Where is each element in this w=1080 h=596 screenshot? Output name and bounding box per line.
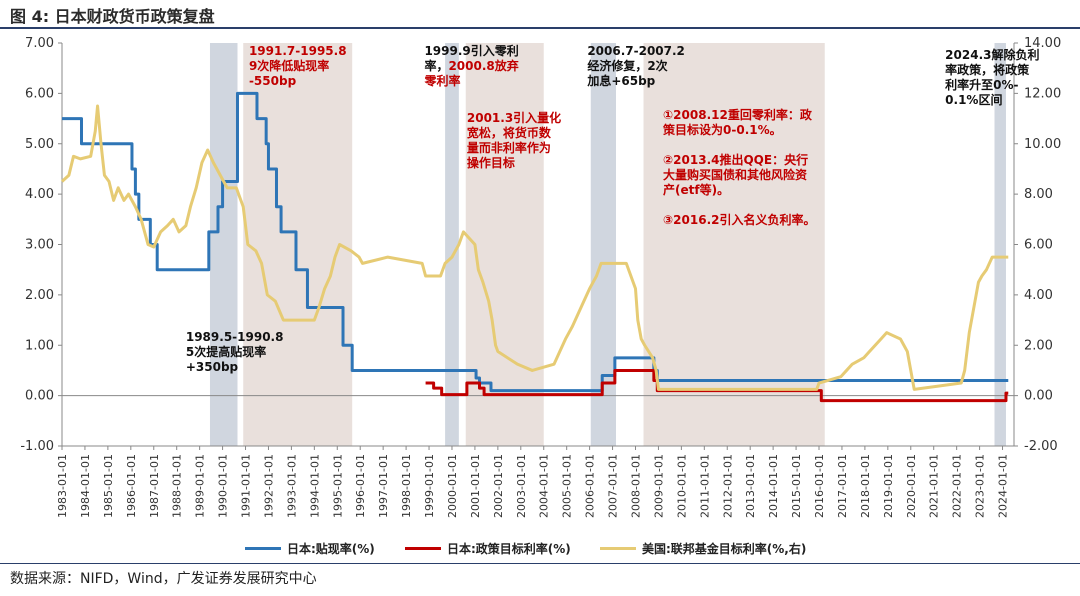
x-tick-label: 2022-01-01 (951, 454, 964, 518)
y-left-tick-label: 3.00 (25, 238, 54, 253)
band-pink (243, 43, 353, 446)
x-tick-label: 2004-01-01 (538, 454, 551, 518)
figure-title: 图 4: 日本财政货币政策复盘 (10, 7, 215, 26)
x-tick-label: 1986-01-01 (125, 454, 138, 518)
y-left-tick-label: 6.00 (25, 86, 54, 101)
x-tick-label: 1990-01-01 (217, 454, 230, 518)
policy-bands (209, 43, 1006, 446)
annotation-red-part: 2000.8放弃 零利率 (424, 59, 519, 88)
x-tick-label: 2024-01-01 (997, 454, 1010, 518)
y-right-tick-label: 6.00 (1024, 238, 1053, 253)
y-right-tick-label: 14.00 (1024, 36, 1061, 51)
series-line-2 (60, 104, 1009, 391)
x-tick-label: 2016-01-01 (813, 454, 826, 518)
y-right-tick-label: 4.00 (1024, 288, 1053, 303)
x-tick-label: 1995-01-01 (331, 454, 344, 518)
chart-annotation: 1999.9引入零利 率，2000.8放弃 零利率 (424, 44, 518, 89)
band-grey (209, 43, 238, 446)
x-tick-label: 1994-01-01 (308, 454, 321, 518)
x-tick-label: 1988-01-01 (171, 454, 184, 518)
legend-label: 美国:联邦基金目标利率(%,右) (642, 542, 807, 556)
y-right-tick-label: 12.00 (1024, 86, 1061, 101)
y-left-tick-label: 7.00 (25, 36, 54, 51)
x-tick-label: 1999-01-01 (423, 454, 436, 518)
x-tick-label: 2000-01-01 (446, 454, 459, 518)
x-tick-label: 2019-01-01 (882, 454, 895, 518)
x-tick-label: 2023-01-01 (974, 454, 987, 518)
x-tick-label: 2011-01-01 (698, 454, 711, 518)
line-chart: -1.00 0.00 1.00 2.00 3.00 4.00 5.00 6.00 7.00 -2.… (20, 36, 1061, 518)
annotation-dark-part: 1999.9引入零利 率， (424, 44, 519, 73)
x-tick-label: 1985-01-01 (102, 454, 115, 518)
legend-swatch-red (405, 547, 441, 550)
series-lines (60, 91, 1009, 403)
y-right-tick-label: -2.00 (1024, 439, 1058, 454)
x-tick-label: 2006-01-01 (584, 454, 597, 518)
title-rule (0, 27, 1080, 29)
bottom-rule (0, 563, 1080, 564)
band-pink (465, 43, 544, 446)
series-line-1 (425, 368, 1009, 403)
chart-annotation: ①2008.12重回零利率：政 策目标设为0-0.1%。 ②2013.4推出QQ… (663, 108, 816, 228)
y-left-tick-label: 2.00 (25, 288, 54, 303)
x-tick-label: 1983-01-01 (56, 454, 69, 518)
band-grey (445, 43, 459, 446)
y-right-tick-label: 10.00 (1024, 137, 1061, 152)
chart-annotation: 2006.7-2007.2 经济修复，2次 加息+65bp (587, 44, 685, 88)
y-left-tick-label: 5.00 (25, 137, 54, 152)
x-tick-label: 2021-01-01 (928, 454, 941, 518)
y-left-tick-label: -1.00 (20, 439, 54, 454)
chart-annotation: 1989.5-1990.8 5次提高贴现率 +350bp (185, 330, 284, 375)
x-tick-label: 1998-01-01 (400, 454, 413, 518)
legend-label: 日本:政策目标利率(%) (447, 542, 571, 556)
x-tick-label: 2012-01-01 (721, 454, 734, 518)
x-tick-label: 1993-01-01 (285, 454, 298, 518)
y-right-tick-label: 8.00 (1024, 187, 1053, 202)
x-tick-label: 2020-01-01 (905, 454, 918, 518)
x-tick-label: 1984-01-01 (79, 454, 92, 518)
x-tick-label: 2008-01-01 (629, 454, 642, 518)
x-tick-label: 2003-01-01 (515, 454, 528, 518)
y-left-tick-label: 0.00 (25, 389, 54, 404)
x-tick-label: 1991-01-01 (240, 454, 253, 518)
x-tick-label: 2007-01-01 (607, 454, 620, 518)
band-pink (643, 43, 825, 446)
legend-item-jp-policy: 日本:政策目标利率(%) (405, 540, 571, 557)
legend-item-jp-discount: 日本:贴现率(%) (245, 540, 375, 557)
x-tick-label: 2010-01-01 (675, 454, 688, 518)
band-grey (994, 43, 1006, 446)
y-left-tick-label: 1.00 (25, 338, 54, 353)
x-tick-label: 2013-01-01 (744, 454, 757, 518)
x-tick-label: 1997-01-01 (377, 454, 390, 518)
y-left-tick-label: 4.00 (25, 187, 54, 202)
x-tick-label: 1996-01-01 (354, 454, 367, 518)
legend-item-us-fed: 美国:联邦基金目标利率(%,右) (600, 540, 806, 557)
chart-annotation: 1991.7-1995.8 9次降低贴现率 -550bp (248, 44, 347, 88)
y-right-tick-label: 2.00 (1024, 338, 1053, 353)
series-line-0 (62, 91, 1009, 393)
legend-swatch-blue (245, 547, 281, 550)
x-tick-label: 2009-01-01 (652, 454, 665, 518)
x-tick-label: 2018-01-01 (859, 454, 872, 518)
axes: -1.00 0.00 1.00 2.00 3.00 4.00 5.00 6.00 7.00 -2.… (20, 36, 1061, 518)
x-tick-label: 2005-01-01 (561, 454, 574, 518)
chart-annotation: 2001.3引入量化 宽松，将货币数 量而非利率作为 操作目标 (466, 111, 562, 170)
x-tick-label: 2017-01-01 (836, 454, 849, 518)
x-tick-label: 1989-01-01 (194, 454, 207, 518)
source-note: 数据来源：NIFD，Wind，广发证券发展研究中心 (10, 571, 317, 587)
chart-annotation: 2024.3解除负利 率政策，将政策 利率升至0%- 0.1%区间 (945, 48, 1040, 108)
x-tick-label: 2015-01-01 (790, 454, 803, 518)
legend-swatch-gold (600, 547, 636, 550)
x-tick-label: 2001-01-01 (469, 454, 482, 518)
x-tick-label: 2002-01-01 (492, 454, 505, 518)
x-tick-label: 2014-01-01 (767, 454, 780, 518)
x-tick-label: 1992-01-01 (262, 454, 275, 518)
y-right-tick-label: 0.00 (1024, 389, 1053, 404)
x-tick-label: 1987-01-01 (148, 454, 161, 518)
legend-label: 日本:贴现率(%) (287, 542, 375, 556)
